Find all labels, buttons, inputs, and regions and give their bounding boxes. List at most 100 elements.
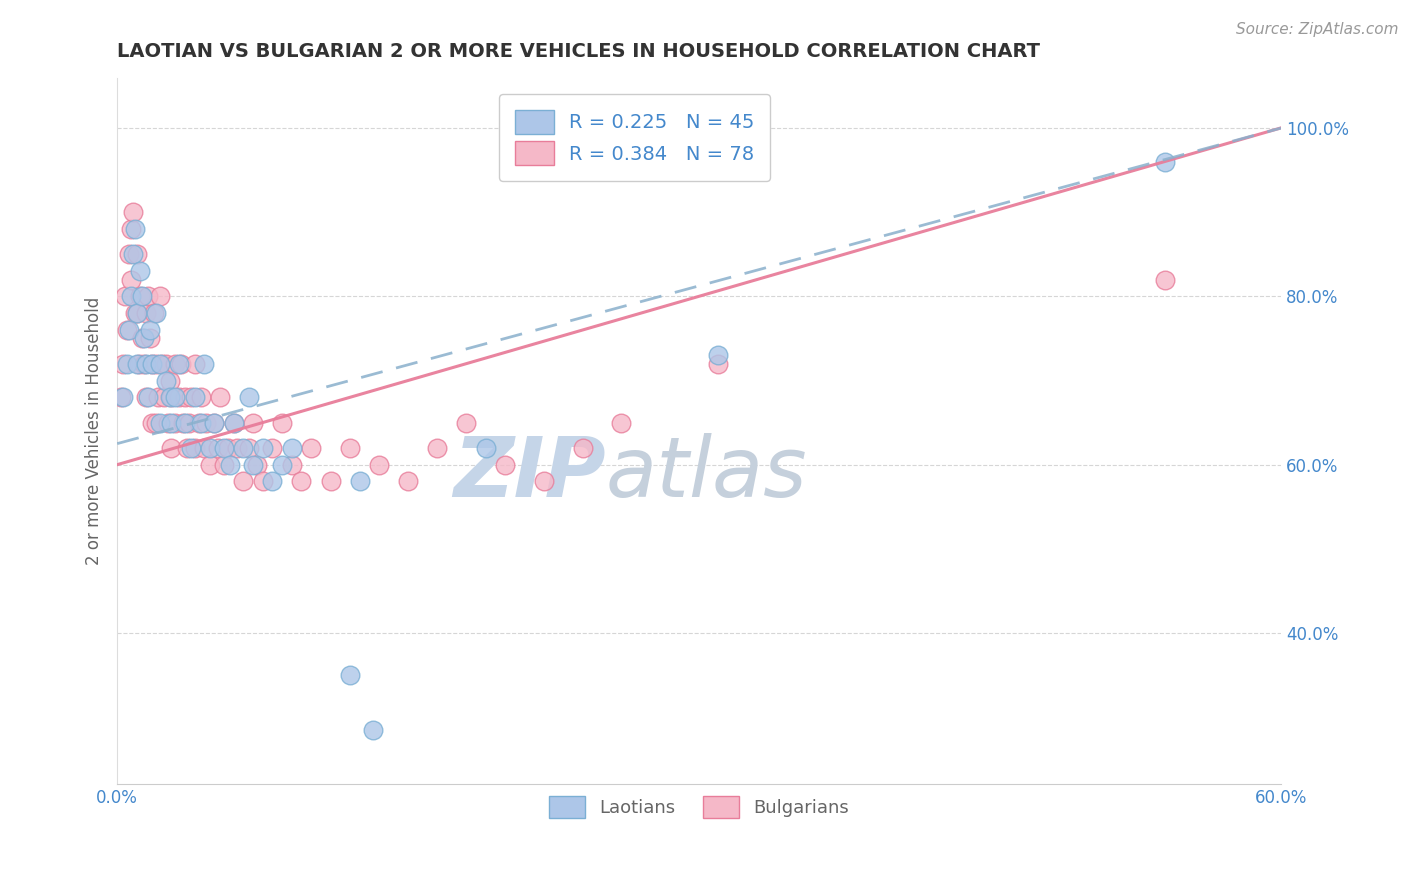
Point — [125, 306, 148, 320]
Point — [165, 416, 187, 430]
Point — [128, 357, 150, 371]
Point — [232, 441, 254, 455]
Point — [120, 222, 142, 236]
Text: Source: ZipAtlas.com: Source: ZipAtlas.com — [1236, 22, 1399, 37]
Point — [118, 247, 141, 261]
Point — [155, 357, 177, 371]
Point — [111, 357, 134, 371]
Point — [238, 441, 260, 455]
Point — [262, 475, 284, 489]
Point — [349, 475, 371, 489]
Point — [707, 348, 730, 362]
Point — [242, 458, 264, 472]
Point — [170, 357, 193, 371]
Point — [207, 441, 229, 455]
Point — [159, 374, 181, 388]
Point — [149, 357, 172, 371]
Point — [184, 357, 207, 371]
Point — [145, 357, 167, 371]
Text: ZIP: ZIP — [453, 433, 606, 514]
Point — [172, 416, 194, 430]
Point — [1153, 272, 1175, 286]
Point — [141, 416, 163, 430]
Point — [195, 416, 218, 430]
Point — [174, 416, 197, 430]
Point — [299, 441, 322, 455]
Point — [218, 458, 240, 472]
Point — [118, 323, 141, 337]
Point — [339, 441, 361, 455]
Point — [187, 416, 209, 430]
Point — [242, 416, 264, 430]
Point — [238, 390, 260, 404]
Point — [252, 475, 274, 489]
Point — [184, 441, 207, 455]
Point — [281, 441, 304, 455]
Point — [135, 306, 157, 320]
Point — [121, 205, 143, 219]
Point — [202, 416, 225, 430]
Point — [111, 390, 134, 404]
Point — [180, 390, 202, 404]
Point — [290, 475, 312, 489]
Point — [115, 357, 138, 371]
Point — [456, 416, 478, 430]
Text: atlas: atlas — [606, 433, 807, 514]
Point — [146, 390, 169, 404]
Point — [232, 475, 254, 489]
Point — [141, 357, 163, 371]
Point — [271, 458, 294, 472]
Point — [707, 357, 730, 371]
Point — [177, 416, 200, 430]
Point — [165, 357, 187, 371]
Point — [494, 458, 516, 472]
Point — [120, 289, 142, 303]
Y-axis label: 2 or more Vehicles in Household: 2 or more Vehicles in Household — [86, 297, 103, 566]
Point — [129, 289, 152, 303]
Point — [610, 416, 633, 430]
Point — [125, 247, 148, 261]
Point — [200, 458, 222, 472]
Point — [134, 331, 156, 345]
Point — [159, 390, 181, 404]
Point — [426, 441, 449, 455]
Point — [174, 390, 197, 404]
Point — [160, 390, 183, 404]
Point — [155, 374, 177, 388]
Point — [222, 416, 245, 430]
Point — [252, 441, 274, 455]
Point — [193, 441, 215, 455]
Point — [165, 390, 187, 404]
Point — [114, 289, 136, 303]
Point — [124, 306, 146, 320]
Point — [139, 323, 162, 337]
Point — [115, 323, 138, 337]
Point — [149, 416, 172, 430]
Point — [120, 272, 142, 286]
Point — [160, 441, 183, 455]
Point — [262, 441, 284, 455]
Point — [131, 289, 153, 303]
Point — [200, 441, 222, 455]
Point — [212, 441, 235, 455]
Point — [176, 441, 198, 455]
Point — [139, 331, 162, 345]
Point — [129, 264, 152, 278]
Point — [361, 723, 384, 737]
Point — [246, 458, 269, 472]
Point — [145, 306, 167, 320]
Point — [124, 222, 146, 236]
Point — [150, 357, 173, 371]
Point — [131, 331, 153, 345]
Point — [212, 458, 235, 472]
Point — [156, 416, 179, 430]
Text: LAOTIAN VS BULGARIAN 2 OR MORE VEHICLES IN HOUSEHOLD CORRELATION CHART: LAOTIAN VS BULGARIAN 2 OR MORE VEHICLES … — [117, 42, 1040, 61]
Point — [149, 289, 172, 303]
Point — [180, 441, 202, 455]
Point — [368, 458, 391, 472]
Point — [141, 357, 163, 371]
Point — [222, 416, 245, 430]
Point — [152, 390, 174, 404]
Point — [121, 247, 143, 261]
Point — [190, 390, 212, 404]
